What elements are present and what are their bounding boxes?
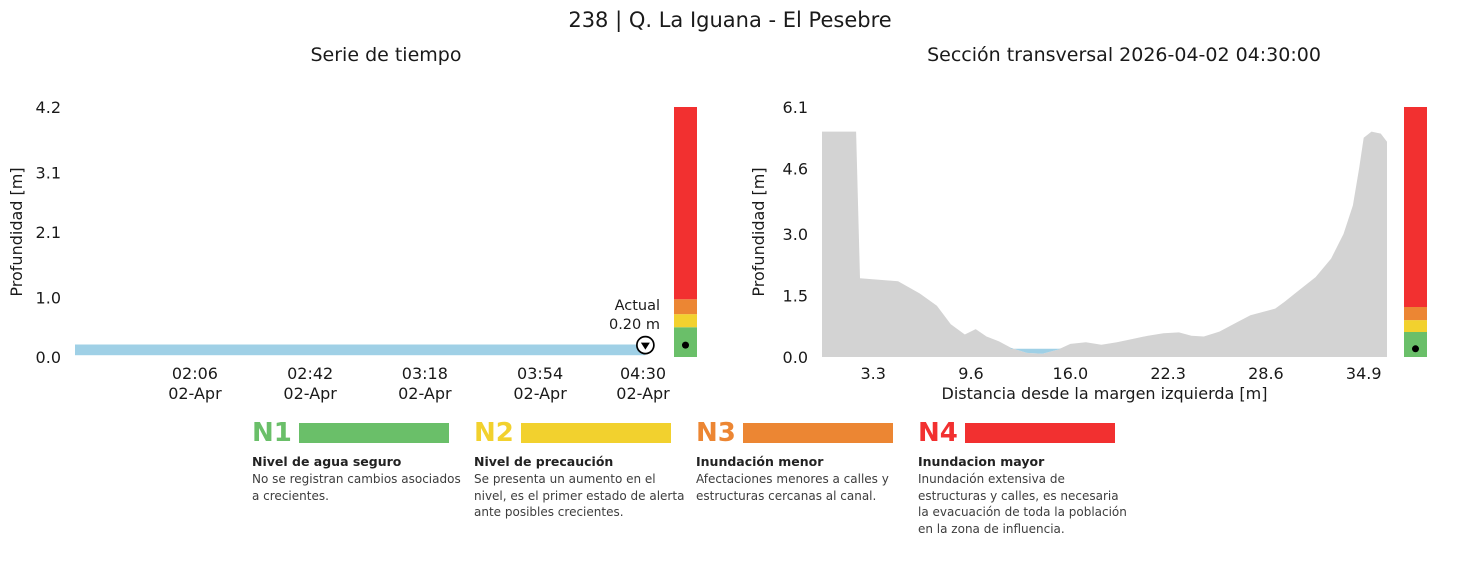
colorbar-segment-n2 xyxy=(1404,320,1427,332)
cross-section-chart: 0.0 1.5 3.0 4.6 6.1 Profundidad [m] 3.3 9.6 16.0… xyxy=(749,98,1427,403)
legend-desc-n3: Afectaciones menores a calles y estructu… xyxy=(696,472,889,503)
legend-desc-n4: Inundación extensiva de estructuras y ca… xyxy=(918,472,1127,536)
page-title: 238 | Q. La Iguana - El Pesebre xyxy=(568,8,892,32)
svg-text:02-Apr: 02-Apr xyxy=(398,384,452,403)
svg-text:0.0: 0.0 xyxy=(36,348,61,367)
svg-text:04:30: 04:30 xyxy=(620,364,666,383)
terrain-cross-section xyxy=(822,131,1387,357)
alert-legend: N1 Nivel de agua seguro No se registran … xyxy=(252,420,1460,537)
legend-code-n3: N3 xyxy=(696,418,736,448)
colorbar-segment-n3 xyxy=(1404,307,1427,321)
colorbar-current-level-dot xyxy=(682,341,689,349)
legend-title-n3: Inundación menor xyxy=(696,454,824,469)
svg-text:4.2: 4.2 xyxy=(36,98,61,117)
svg-text:4.6: 4.6 xyxy=(783,159,808,178)
legend-swatch-n2 xyxy=(520,423,671,443)
svg-text:16.0: 16.0 xyxy=(1053,364,1089,383)
annotation-actual-value: 0.20 m xyxy=(609,317,660,333)
legend-item-n4: N4 Inundacion mayor Inundación extensiva… xyxy=(918,420,1129,537)
legend-title-n1: Nivel de agua seguro xyxy=(252,454,402,469)
legend-swatch-n4 xyxy=(964,423,1115,443)
svg-text:3.3: 3.3 xyxy=(860,364,885,383)
timeseries-panel: Serie de tiempo 0.0 1.0 2.1 3.1 4.2 Profundid… xyxy=(0,44,732,404)
colorbar-segment-n3 xyxy=(674,299,697,315)
svg-text:02-Apr: 02-Apr xyxy=(283,384,337,403)
svg-text:3.0: 3.0 xyxy=(783,225,808,244)
svg-text:1.5: 1.5 xyxy=(783,287,808,306)
legend-code-n4: N4 xyxy=(918,418,958,448)
legend-desc-n1: No se registran cambios asociados a crec… xyxy=(252,472,461,503)
water-level-series xyxy=(75,344,646,356)
colorbar-segment-n2 xyxy=(674,314,697,328)
legend-title-n2: Nivel de precaución xyxy=(474,454,614,469)
svg-text:28.6: 28.6 xyxy=(1248,364,1284,383)
svg-text:2.1: 2.1 xyxy=(36,223,61,242)
timeseries-ylabel: Profundidad [m] xyxy=(7,167,26,296)
legend-item-n2: N2 Nivel de precaución Se presenta un au… xyxy=(474,420,685,537)
svg-text:1.0: 1.0 xyxy=(36,288,61,307)
svg-text:03:18: 03:18 xyxy=(402,364,448,383)
svg-text:02-Apr: 02-Apr xyxy=(513,384,567,403)
svg-text:02-Apr: 02-Apr xyxy=(168,384,222,403)
cross-section-xlabel: Distancia desde la margen izquierda [m] xyxy=(942,384,1268,403)
timeseries-title: Serie de tiempo xyxy=(310,44,462,66)
colorbar-segment-n4 xyxy=(1404,107,1427,307)
colorbar-segment-n1 xyxy=(1404,332,1427,357)
marker-triangle-icon xyxy=(640,342,650,350)
legend-desc-n2: Se presenta un aumento en el nivel, es e… xyxy=(474,472,685,520)
svg-text:0.0: 0.0 xyxy=(783,348,808,367)
water-in-channel xyxy=(1009,348,1061,354)
colorbar-segment-n4 xyxy=(674,107,697,300)
annotation-actual-label: Actual xyxy=(615,298,660,314)
charts-row: Serie de tiempo 0.0 1.0 2.1 3.1 4.2 Profundid… xyxy=(0,44,1460,404)
cross-section-panel: Sección transversal 2026-04-02 04:30:00 … xyxy=(732,44,1456,404)
legend-swatch-n3 xyxy=(742,423,893,443)
svg-text:02:42: 02:42 xyxy=(287,364,333,383)
legend-code-n2: N2 xyxy=(474,418,514,448)
legend-code-n1: N1 xyxy=(252,418,292,448)
svg-text:02-Apr: 02-Apr xyxy=(616,384,670,403)
colorbar-current-level-dot xyxy=(1412,345,1419,353)
svg-text:3.1: 3.1 xyxy=(36,163,61,182)
cross-section-ylabel: Profundidad [m] xyxy=(749,167,768,296)
svg-text:03:54: 03:54 xyxy=(517,364,563,383)
svg-text:6.1: 6.1 xyxy=(783,98,808,117)
legend-title-n4: Inundacion mayor xyxy=(918,454,1045,469)
svg-text:22.3: 22.3 xyxy=(1150,364,1186,383)
svg-text:02:06: 02:06 xyxy=(172,364,218,383)
legend-swatch-n1 xyxy=(298,423,449,443)
svg-text:9.6: 9.6 xyxy=(958,364,983,383)
legend-item-n3: N3 Inundación menor Afectaciones menores… xyxy=(696,420,907,537)
svg-text:34.9: 34.9 xyxy=(1346,364,1382,383)
legend-item-n1: N1 Nivel de agua seguro No se registran … xyxy=(252,420,463,537)
cross-section-title: Sección transversal 2026-04-02 04:30:00 xyxy=(927,44,1321,66)
